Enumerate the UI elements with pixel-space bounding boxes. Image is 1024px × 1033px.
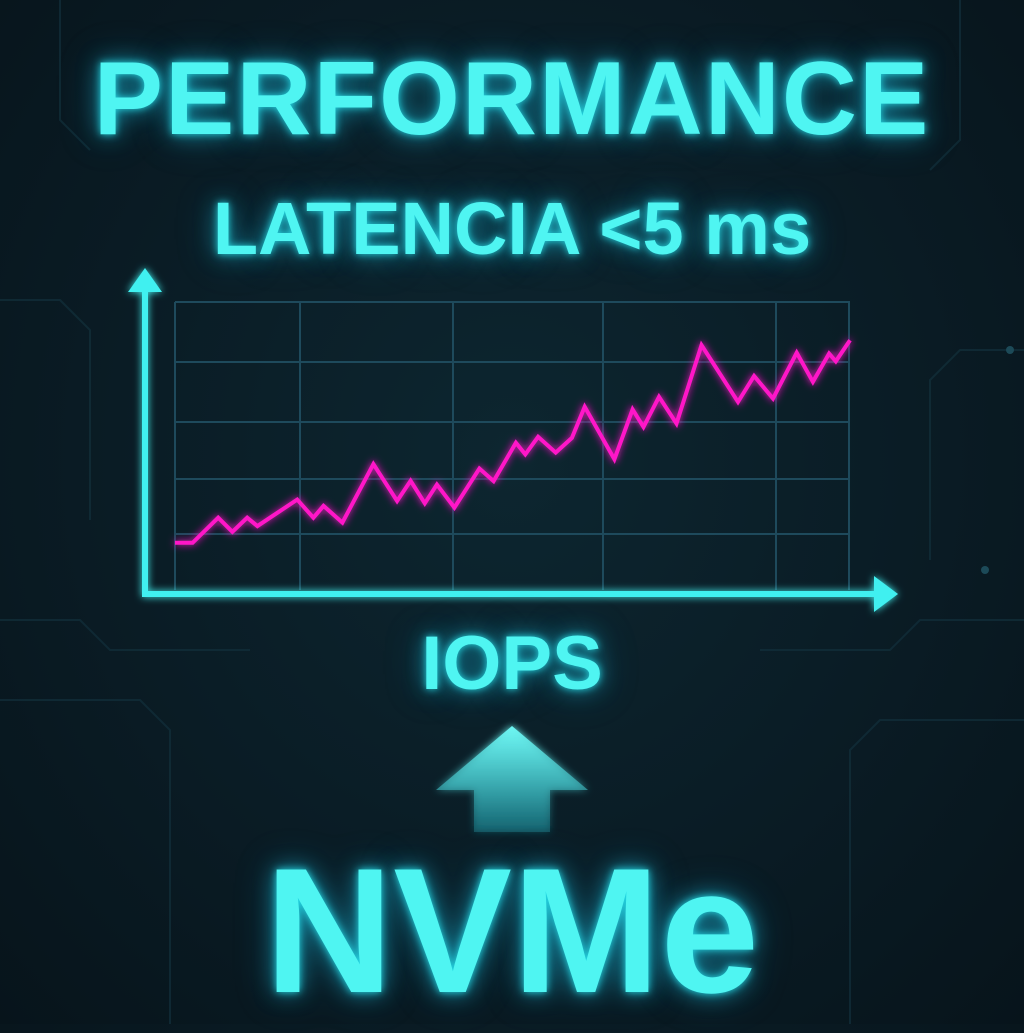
nvme-label: NVMe xyxy=(264,831,760,1030)
x-axis-label: IOPS xyxy=(421,621,603,706)
page-title: PERFORMANCE xyxy=(93,41,931,157)
x-axis-arrow-icon xyxy=(874,576,898,612)
y-axis-arrow-icon xyxy=(128,268,162,292)
series-line xyxy=(175,339,852,545)
latency-subtitle: LATENCIA <5 ms xyxy=(212,187,812,270)
arrow-up-icon xyxy=(436,726,588,832)
